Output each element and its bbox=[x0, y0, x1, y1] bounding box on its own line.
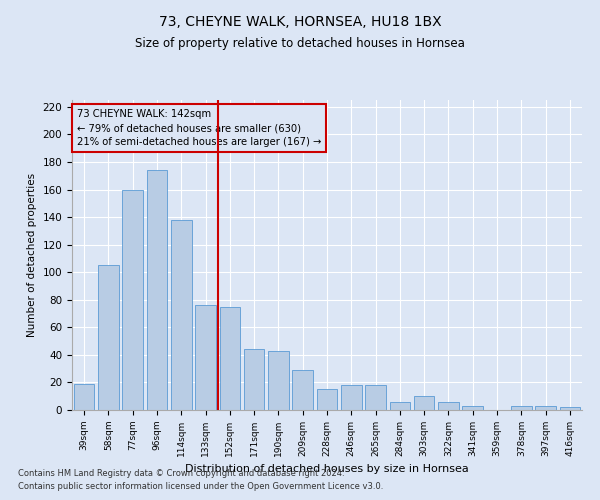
Bar bbox=[511, 406, 532, 410]
Bar bbox=[365, 385, 386, 410]
Bar bbox=[244, 350, 265, 410]
X-axis label: Distribution of detached houses by size in Hornsea: Distribution of detached houses by size … bbox=[185, 464, 469, 474]
Text: Size of property relative to detached houses in Hornsea: Size of property relative to detached ho… bbox=[135, 38, 465, 51]
Bar bbox=[122, 190, 143, 410]
Bar bbox=[389, 402, 410, 410]
Bar bbox=[560, 407, 580, 410]
Text: 73 CHEYNE WALK: 142sqm
← 79% of detached houses are smaller (630)
21% of semi-de: 73 CHEYNE WALK: 142sqm ← 79% of detached… bbox=[77, 110, 322, 148]
Text: 73, CHEYNE WALK, HORNSEA, HU18 1BX: 73, CHEYNE WALK, HORNSEA, HU18 1BX bbox=[158, 15, 442, 29]
Bar bbox=[220, 306, 240, 410]
Bar bbox=[341, 385, 362, 410]
Bar bbox=[317, 390, 337, 410]
Bar bbox=[414, 396, 434, 410]
Bar bbox=[268, 351, 289, 410]
Bar bbox=[146, 170, 167, 410]
Bar bbox=[195, 306, 216, 410]
Bar bbox=[292, 370, 313, 410]
Text: Contains HM Land Registry data © Crown copyright and database right 2024.: Contains HM Land Registry data © Crown c… bbox=[18, 468, 344, 477]
Bar bbox=[74, 384, 94, 410]
Text: Contains public sector information licensed under the Open Government Licence v3: Contains public sector information licen… bbox=[18, 482, 383, 491]
Bar bbox=[98, 266, 119, 410]
Bar bbox=[171, 220, 191, 410]
Y-axis label: Number of detached properties: Number of detached properties bbox=[27, 173, 37, 337]
Bar bbox=[438, 402, 459, 410]
Bar bbox=[463, 406, 483, 410]
Bar bbox=[535, 406, 556, 410]
